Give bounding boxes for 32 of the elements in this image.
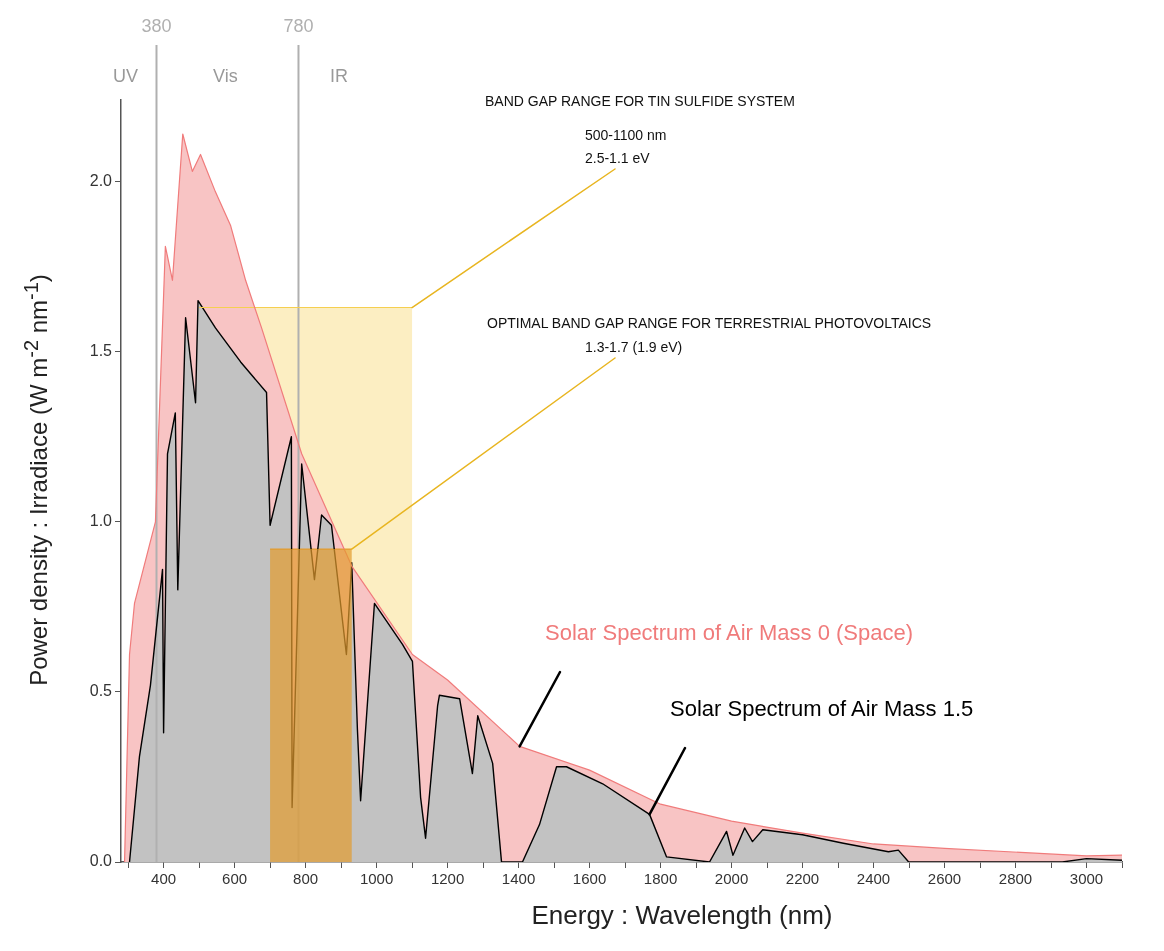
x-tick-label: 2400 (856, 870, 891, 888)
x-tick-label: 2800 (998, 870, 1033, 888)
x-tick-label: 1800 (643, 870, 678, 888)
text: IR (330, 66, 348, 86)
x-tick-label: 1600 (572, 870, 607, 888)
ref-line-label: 780 (283, 16, 314, 36)
annotation: 500-1100 nm (585, 127, 667, 143)
text: UV (113, 66, 139, 86)
y-tick-label: 1.5 (89, 342, 113, 360)
x-tick-label: 1000 (359, 870, 394, 888)
annotation: 2.5-1.1 eV (585, 150, 651, 166)
y-tick-label: 1.0 (89, 512, 113, 530)
x-tick-label: 1400 (501, 870, 536, 888)
x-tick-label: 2000 (714, 870, 749, 888)
x-tick-label: 800 (293, 870, 319, 888)
x-tick-label: 2600 (927, 870, 962, 888)
x-tick-label: 2200 (785, 870, 820, 888)
annotation: 1.3-1.7 (1.9 eV) (585, 339, 683, 355)
text: Vis (213, 66, 238, 86)
y-tick-label: 2.0 (89, 172, 113, 190)
text: Solar Spectrum of Air Mass 1.5 (670, 696, 974, 721)
annotation: OPTIMAL BAND GAP RANGE FOR TERRESTRIAL PHOTOVOLTAICS (487, 315, 932, 331)
text: Solar Spectrum of Air Mass 0 (Space) (545, 620, 914, 645)
x-tick-label: 1200 (430, 870, 465, 888)
ref-line-label: 380 (141, 16, 172, 36)
x-tick-label: 400 (151, 870, 177, 888)
annotation: BAND GAP RANGE FOR TIN SULFIDE SYSTEM (485, 93, 795, 109)
x-axis-title: Energy : Wavelength (nm) (530, 900, 834, 931)
y-tick-label: 0.5 (89, 682, 113, 700)
y-tick-label: 0.0 (89, 852, 113, 870)
x-tick-label: 3000 (1069, 870, 1104, 888)
x-tick-label: 600 (222, 870, 248, 888)
